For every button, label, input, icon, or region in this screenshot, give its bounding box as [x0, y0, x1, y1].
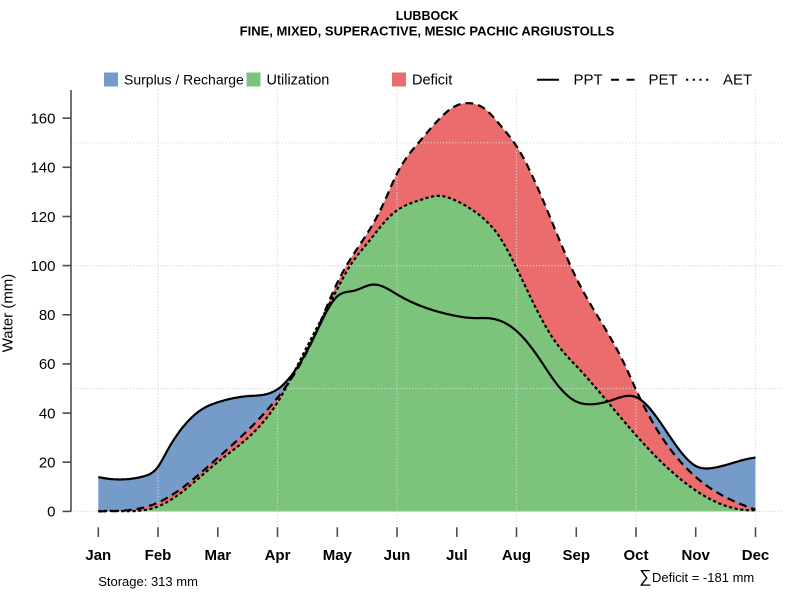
svg-text:Storage: 313 mm: Storage: 313 mm: [98, 574, 198, 589]
svg-text:160: 160: [30, 111, 55, 128]
svg-text:120: 120: [30, 209, 55, 226]
svg-text:LUBBOCK: LUBBOCK: [396, 9, 459, 23]
svg-text:Jun: Jun: [384, 547, 411, 564]
svg-text:100: 100: [30, 258, 55, 275]
svg-text:Nov: Nov: [682, 547, 711, 564]
svg-text:Surplus / Recharge: Surplus / Recharge: [124, 72, 244, 88]
svg-text:20: 20: [39, 455, 56, 472]
svg-text:PPT: PPT: [574, 72, 603, 89]
svg-text:Aug: Aug: [502, 547, 531, 564]
svg-text:Feb: Feb: [145, 547, 172, 564]
svg-text:Jul: Jul: [446, 547, 468, 564]
svg-text:Water (mm): Water (mm): [0, 274, 17, 353]
svg-text:AET: AET: [723, 72, 752, 89]
svg-text:Utilization: Utilization: [267, 73, 330, 89]
svg-text:Sep: Sep: [563, 547, 591, 564]
svg-text:Deficit = -181 mm: Deficit = -181 mm: [652, 570, 754, 585]
svg-text:60: 60: [39, 356, 56, 373]
svg-text:FINE, MIXED, SUPERACTIVE, MESI: FINE, MIXED, SUPERACTIVE, MESIC PACHIC A…: [240, 23, 615, 38]
svg-text:Mar: Mar: [204, 547, 231, 564]
svg-text:May: May: [323, 547, 353, 564]
svg-text:Deficit: Deficit: [412, 73, 452, 89]
svg-text:80: 80: [39, 307, 56, 324]
svg-text:∑: ∑: [639, 566, 651, 586]
svg-text:140: 140: [30, 160, 55, 177]
svg-text:Apr: Apr: [265, 547, 291, 564]
svg-text:Dec: Dec: [742, 547, 770, 564]
svg-text:PET: PET: [649, 72, 678, 89]
svg-text:Oct: Oct: [623, 547, 648, 564]
svg-text:40: 40: [39, 405, 56, 422]
svg-text:0: 0: [47, 504, 55, 521]
svg-text:Jan: Jan: [85, 547, 111, 564]
